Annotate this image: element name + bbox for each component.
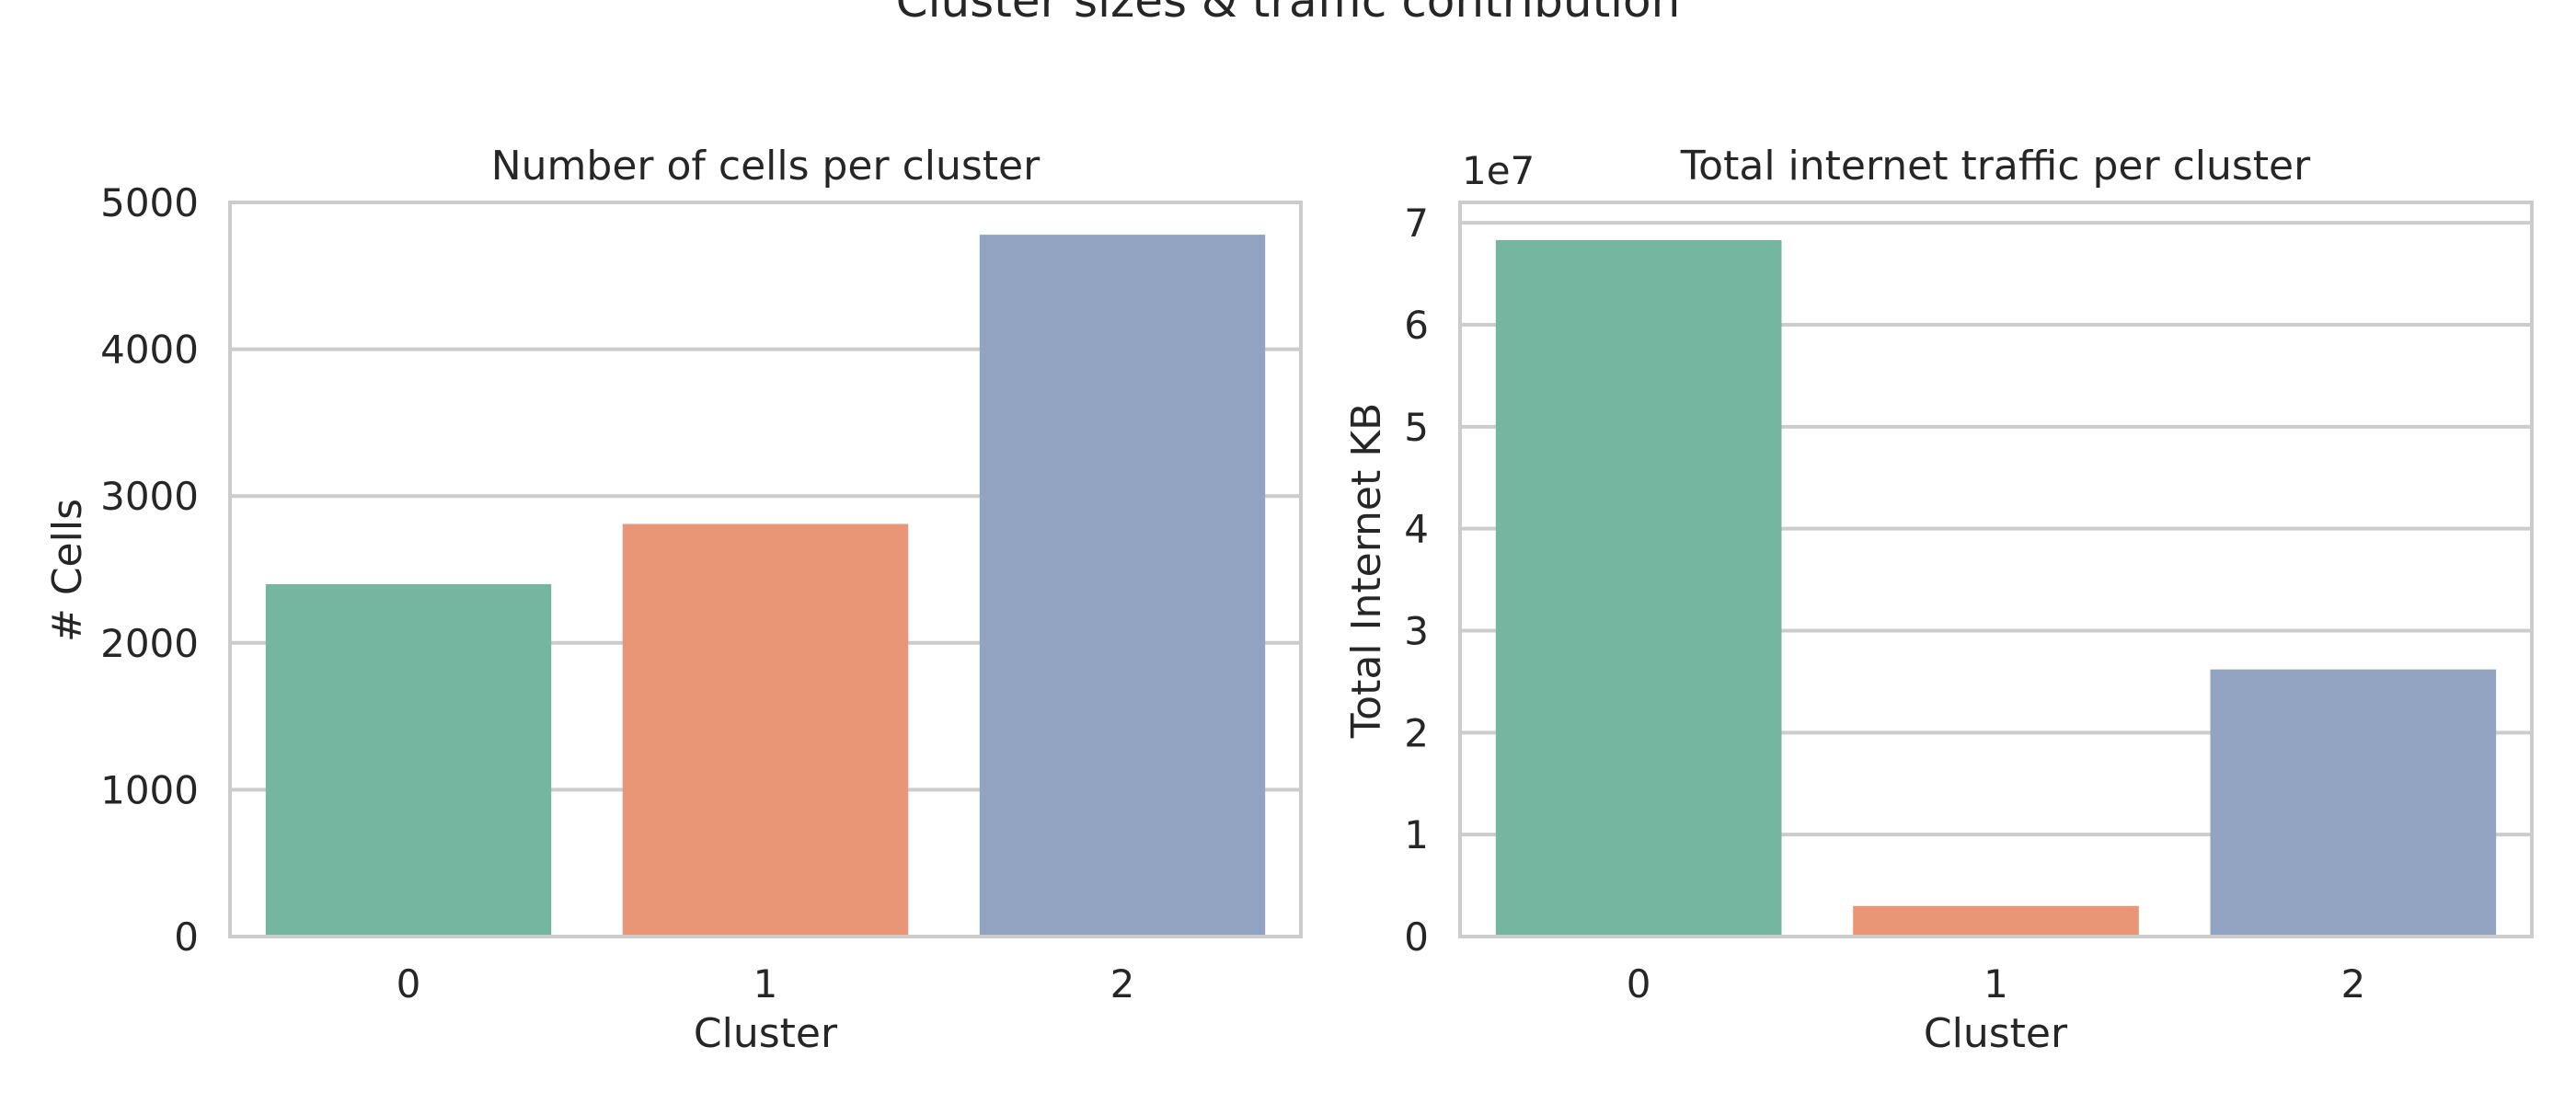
y-tick-label: 4000 <box>100 328 199 373</box>
y-tick-label: 4 <box>1404 507 1429 552</box>
axes-frame <box>228 201 1303 938</box>
x-tick-label: 2 <box>2340 961 2365 1006</box>
y-tick-labels: 0 1 2 3 4 5 6 7 <box>1404 201 1429 960</box>
bar-cluster-0 <box>265 583 552 937</box>
x-axis-label: Cluster <box>1924 1010 2068 1057</box>
x-tick-label: 1 <box>753 961 778 1006</box>
offset-label: 1e7 <box>1462 148 1535 193</box>
bar-cluster-1 <box>622 523 909 937</box>
x-tick-labels: 0 1 2 <box>1627 961 2365 1006</box>
bar-cluster-2 <box>2210 669 2497 937</box>
y-axis-label: # Cells <box>44 499 91 642</box>
x-tick-label: 0 <box>397 961 421 1006</box>
chart-title: Total internet traffic per cluster <box>1680 143 2311 190</box>
figure-title: Cluster sizes & traffic contribution <box>896 0 1681 28</box>
x-tick-labels: 0 1 2 <box>397 961 1135 1006</box>
bars <box>1495 240 2497 937</box>
y-tick-label: 7 <box>1404 201 1429 246</box>
y-tick-label: 5000 <box>100 180 199 225</box>
cells-per-cluster-chart: Number of cells per cluster 0 1000 2000 300… <box>44 143 1303 1057</box>
x-tick-label: 2 <box>1110 961 1135 1006</box>
y-tick-label: 6 <box>1404 303 1429 348</box>
y-tick-label: 1 <box>1404 812 1429 857</box>
bar-cluster-1 <box>1853 905 2139 937</box>
x-tick-label: 0 <box>1627 961 1651 1006</box>
x-axis-label: Cluster <box>694 1010 838 1057</box>
y-tick-label: 1000 <box>100 767 199 812</box>
bars <box>265 235 1266 937</box>
y-tick-label: 5 <box>1404 405 1429 450</box>
y-tick-label: 3 <box>1404 609 1429 654</box>
traffic-per-cluster-chart: Total internet traffic per cluster 0 1 2 3 4… <box>1343 143 2534 1057</box>
y-tick-label: 0 <box>174 914 199 960</box>
y-tick-label: 0 <box>1404 914 1429 960</box>
y-axis-label: Total Internet KB <box>1343 403 1390 739</box>
y-tick-label: 2 <box>1404 710 1429 755</box>
x-tick-label: 1 <box>1984 961 2008 1006</box>
axes-frame <box>1458 201 2534 938</box>
y-tick-label: 2000 <box>100 621 199 666</box>
bar-cluster-2 <box>979 235 1266 937</box>
y-tick-labels: 0 1000 2000 3000 4000 5000 <box>100 180 199 960</box>
bar-cluster-0 <box>1495 240 1782 937</box>
y-tick-label: 3000 <box>100 474 199 519</box>
chart-title: Number of cells per cluster <box>491 143 1041 190</box>
